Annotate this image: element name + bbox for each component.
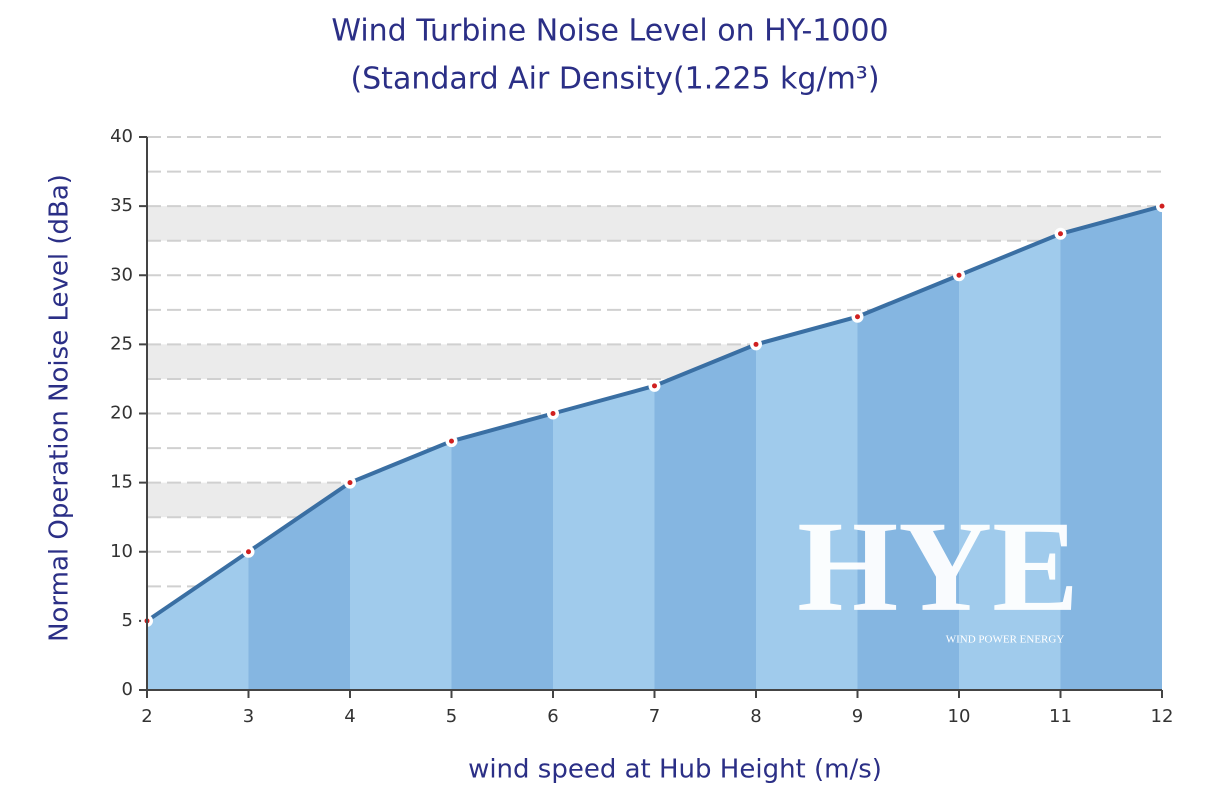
x-tick-label: 8	[750, 706, 761, 727]
point-center	[246, 549, 251, 555]
y-tick-label: 10	[110, 541, 133, 562]
point-center	[1159, 203, 1165, 209]
y-tick-label: 25	[110, 333, 133, 354]
watermark: HYE	[797, 495, 1079, 639]
grid-band	[147, 206, 1162, 241]
y-tick-label: 5	[122, 610, 133, 631]
x-tick-label: 11	[1049, 706, 1072, 727]
chart-title: Wind Turbine Noise Level on HY-1000	[331, 14, 888, 49]
y-tick-label: 30	[110, 264, 133, 285]
point-center	[550, 411, 556, 416]
point-center	[1058, 231, 1063, 237]
x-tick-label: 2	[141, 706, 152, 727]
point-center	[652, 383, 657, 389]
watermark-subtext: WIND POWER ENERGY	[946, 634, 1065, 646]
chart-subtitle: (Standard Air Density(1.225 kg/m³)	[350, 62, 879, 97]
y-tick-label: 15	[110, 472, 133, 493]
x-tick-label: 7	[649, 706, 660, 727]
area-band	[1060, 206, 1162, 690]
x-tick-label: 9	[852, 706, 863, 727]
x-tick-label: 4	[344, 706, 355, 727]
x-axis-label: wind speed at Hub Height (m/s)	[468, 755, 882, 785]
x-tick-label: 3	[243, 706, 254, 727]
x-tick-label: 10	[948, 706, 971, 727]
y-tick-label: 40	[110, 126, 133, 147]
x-tick-label: 12	[1151, 706, 1174, 727]
point-center	[449, 438, 454, 444]
area-band	[959, 206, 1061, 690]
point-center	[855, 314, 860, 320]
y-tick-label: 20	[110, 403, 133, 424]
grid-band	[147, 137, 1162, 172]
point-center	[347, 480, 353, 486]
y-tick-label: 35	[110, 195, 133, 216]
x-tick-label: 5	[446, 706, 457, 727]
x-tick-label: 6	[547, 706, 558, 727]
point-center	[956, 272, 962, 278]
y-axis-label: Normal Operation Noise Level (dBa)	[45, 174, 75, 642]
point-center	[753, 341, 759, 347]
y-tick-label: 0	[122, 679, 133, 700]
